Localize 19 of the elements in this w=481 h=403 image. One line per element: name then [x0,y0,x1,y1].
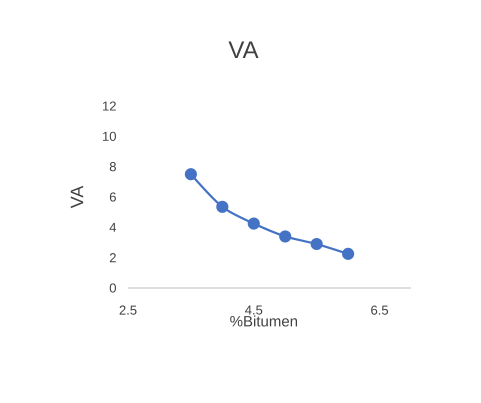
point [342,248,354,260]
x-tick-label: 4.5 [245,306,262,315]
y-axis-title: VA [70,186,84,208]
y-tick-label: 6 [110,192,116,202]
y-tick-label: 10 [103,132,116,141]
y-tick-label: 2 [110,253,116,262]
x-tick-label: 6.5 [371,306,388,315]
y-tick-label: 4 [110,222,116,232]
y-tick-label: 8 [110,162,116,172]
point [310,238,323,250]
point [184,168,197,180]
y-tick-label: 0 [110,283,116,293]
point [216,200,228,213]
x-tick-label: 2.5 [120,306,136,315]
x-axis-title: %Bitumen [230,316,298,327]
point [248,217,260,230]
point [279,230,292,243]
chart-title: VA [228,42,259,58]
y-tick-label: 12 [103,101,116,111]
